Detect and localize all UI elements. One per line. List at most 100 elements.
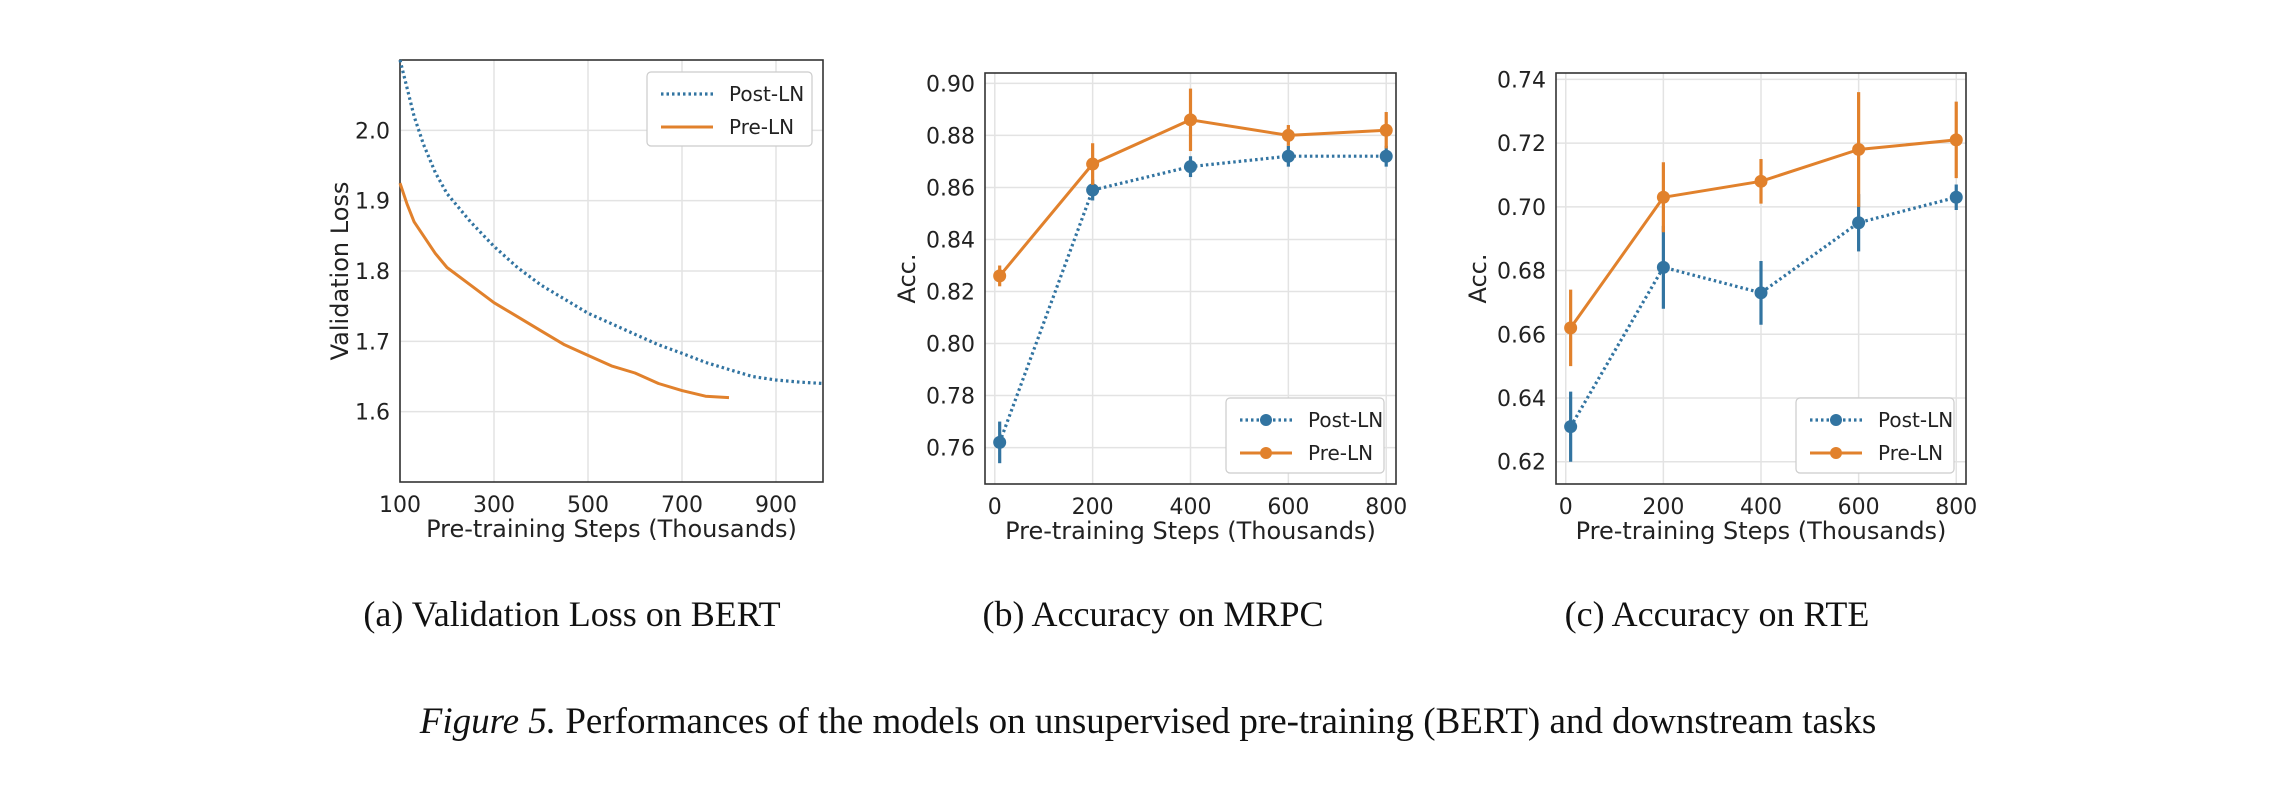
legend-label-pre-ln: Pre-LN	[729, 115, 794, 139]
y-tick-label: 0.80	[926, 333, 975, 358]
y-tick-label: 1.9	[355, 190, 390, 215]
series-pre-ln	[993, 88, 1393, 287]
subcaption-letter: (a)	[363, 594, 411, 634]
x-tick-label: 100	[379, 493, 421, 518]
data-point	[1184, 113, 1197, 127]
y-tick-label: 0.90	[926, 72, 975, 97]
data-point	[1281, 149, 1295, 163]
subcaption: (b) Accuracy on MRPC	[983, 594, 1324, 634]
x-axis-label: Pre-training Steps (Thousands)	[1005, 517, 1376, 545]
series-pre-ln	[398, 182, 730, 400]
x-tick-label: 500	[567, 493, 609, 518]
y-tick-label: 1.6	[355, 401, 390, 426]
subcaption-text: Accuracy on RTE	[1612, 594, 1870, 634]
legend-marker	[1830, 414, 1842, 426]
series-line	[1569, 138, 1957, 329]
y-tick-label: 0.70	[1497, 196, 1546, 221]
series-line	[398, 59, 824, 386]
x-tick-label: 400	[1170, 495, 1212, 520]
y-tick-label: 0.78	[926, 385, 975, 410]
x-tick-label: 300	[473, 493, 515, 518]
y-tick-label: 0.64	[1497, 387, 1546, 412]
y-axis-label: Acc.	[893, 253, 921, 303]
data-point	[1379, 123, 1393, 137]
chart-1: 0 200 400 600 800 0.76 0.78 0.80 0.82 0.84 0.86 0.8…	[893, 72, 1407, 634]
y-tick-label: 0.84	[926, 228, 975, 253]
legend-marker	[1830, 447, 1842, 459]
series-line	[998, 118, 1387, 277]
subcaption-text: Validation Loss on BERT	[412, 594, 781, 634]
series-post-ln	[993, 145, 1393, 464]
plot-frame	[399, 59, 824, 483]
data-point	[1564, 420, 1578, 434]
x-tick-label: 0	[988, 495, 1002, 520]
data-point	[1281, 128, 1295, 142]
chart-2: 0 200 400 600 800 0.62 0.64 0.66 0.68 0.70 0.72 0.7…	[1464, 68, 1977, 634]
y-tick-label: 0.82	[926, 281, 975, 306]
plot-frame	[984, 72, 1397, 485]
y-tick-label: 2.0	[355, 119, 390, 144]
subcaption: (a) Validation Loss on BERT	[363, 594, 780, 634]
y-axis-label: Validation Loss	[326, 182, 354, 361]
legend-marker	[1260, 447, 1272, 459]
x-axis-label: Pre-training Steps (Thousands)	[1576, 517, 1947, 545]
legend: Post-LN Pre-LN	[1795, 397, 1955, 474]
chart-0: 100 300 500 700 900 1.6 1.7 1.8 1.9 2.0 Pre-traini…	[326, 59, 824, 634]
subcaption-text: Accuracy on MRPC	[1032, 594, 1324, 634]
data-point	[993, 269, 1007, 283]
figure-caption: Figure 5. Performances of the models on …	[0, 700, 2296, 743]
legend-label-post-ln: Post-LN	[729, 82, 804, 106]
legend-label-post-ln: Post-LN	[1878, 408, 1953, 432]
y-tick-label: 1.7	[355, 330, 390, 355]
subcaption: (c) Accuracy on RTE	[1565, 594, 1870, 634]
legend-label-post-ln: Post-LN	[1308, 408, 1383, 432]
data-point	[1086, 183, 1100, 197]
x-tick-label: 600	[1267, 495, 1309, 520]
series-post-ln	[398, 59, 824, 386]
x-axis-label: Pre-training Steps (Thousands)	[426, 515, 797, 543]
data-point	[1852, 142, 1866, 156]
x-tick-label: 700	[661, 493, 703, 518]
legend-label-pre-ln: Pre-LN	[1878, 441, 1943, 465]
data-point	[1656, 260, 1670, 274]
series-line	[398, 182, 730, 400]
y-tick-label: 1.8	[355, 260, 390, 285]
series-pre-ln	[1564, 92, 1963, 367]
data-point	[1564, 321, 1578, 335]
y-tick-label: 0.66	[1497, 323, 1546, 348]
legend-label-pre-ln: Pre-LN	[1308, 441, 1373, 465]
series-line	[1569, 195, 1957, 428]
legend: Post-LN Pre-LN	[646, 71, 813, 147]
plot-frame	[1555, 72, 1967, 485]
y-tick-label: 0.86	[926, 176, 975, 201]
data-point	[1656, 190, 1670, 204]
data-point	[1379, 149, 1393, 163]
data-point	[1949, 190, 1963, 204]
subcaption-letter: (b)	[983, 594, 1032, 634]
y-tick-label: 0.88	[926, 124, 975, 149]
x-tick-label: 200	[1072, 495, 1114, 520]
x-tick-label: 800	[1935, 495, 1977, 520]
data-point	[1852, 216, 1866, 230]
x-tick-label: 900	[755, 493, 797, 518]
x-tick-label: 600	[1838, 495, 1880, 520]
y-tick-label: 0.68	[1497, 260, 1546, 285]
y-tick-label: 0.72	[1497, 132, 1546, 157]
x-tick-label: 200	[1642, 495, 1684, 520]
data-point	[1184, 160, 1197, 174]
figure-caption-label: Figure 5.	[419, 701, 557, 742]
legend-marker	[1260, 414, 1272, 426]
data-point	[993, 435, 1007, 449]
data-point	[1086, 157, 1100, 171]
x-tick-label: 0	[1559, 495, 1573, 520]
y-axis-label: Acc.	[1464, 253, 1492, 303]
x-tick-label: 800	[1365, 495, 1407, 520]
data-point	[1754, 174, 1768, 188]
data-point	[1754, 286, 1768, 300]
y-tick-label: 0.74	[1497, 68, 1546, 93]
subcaption-letter: (c)	[1565, 594, 1612, 634]
legend: Post-LN Pre-LN	[1225, 397, 1385, 474]
x-tick-label: 400	[1740, 495, 1782, 520]
y-tick-label: 0.62	[1497, 451, 1546, 476]
